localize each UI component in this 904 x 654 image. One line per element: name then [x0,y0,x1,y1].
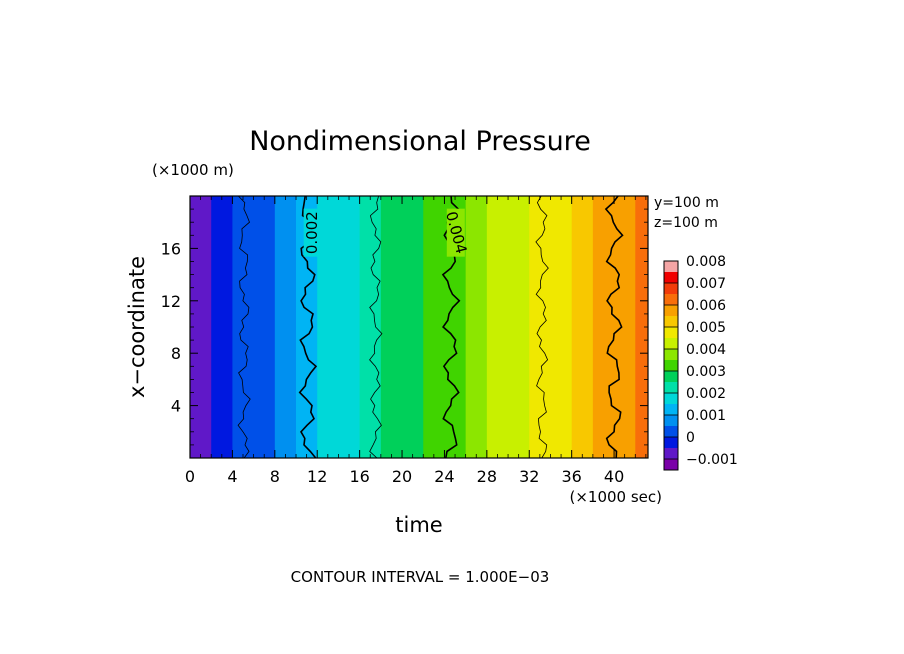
y-tick-label: 8 [171,344,181,363]
colorbar-label: 0.005 [686,320,726,336]
x-axis: 0 4 8 12 16 20 24 28 32 36 40 [185,196,647,486]
colorbar-label: 0.008 [686,254,726,270]
heatmap-band [423,196,446,458]
x-tick-label: 36 [561,467,581,486]
colorbar-label: −0.001 [686,452,738,468]
contour-line [237,196,251,458]
heatmap-band [402,196,424,458]
x-tick-label: 20 [392,467,412,486]
heatmap-band [274,196,297,458]
heatmap-bands [190,196,648,458]
colorbar-swatch [664,305,678,316]
colorbar-swatch [664,338,678,349]
colorbar-swatch [664,437,678,448]
heatmap-band [317,196,340,458]
colorbar-label: 0.002 [686,386,726,402]
colorbar-label: 0 [686,430,695,446]
x-tick-label: 4 [227,467,237,486]
colorbar-swatch [664,415,678,426]
heatmap-band [614,196,636,458]
heatmap-band [380,196,403,458]
colorbar-swatch [664,371,678,382]
x-tick-label: 0 [185,467,195,486]
colorbar-swatch [664,349,678,360]
contour-label-bg [303,208,322,257]
heatmap-band [550,196,573,458]
colorbar-swatch [664,426,678,437]
heatmap-band [190,196,212,458]
x-tick-label: 16 [349,467,369,486]
colorbar-swatch [664,448,678,459]
heatmap-band [571,196,594,458]
contour-label: 0.002 [303,211,321,254]
colorbar-swatch [664,272,678,283]
colorbar-swatch [664,404,678,415]
colorbar-swatch [664,459,678,470]
x-tick-label: 8 [270,467,280,486]
colorbar-swatch [664,261,678,272]
contour-line [604,196,624,458]
colorbar-label: 0.003 [686,364,726,380]
heatmap-band [338,196,361,458]
x-tick-label: 40 [604,467,624,486]
annotation-y: y=100 m [654,195,719,211]
heatmap-band [296,196,318,458]
colorbar-swatch [664,316,678,327]
heatmap-band [592,196,615,458]
x-tick-label: 28 [477,467,497,486]
chart-title: Nondimensional Pressure [249,126,591,157]
heatmap-band [444,196,467,458]
colorbar-label: 0.007 [686,276,726,292]
colorbar-swatch [664,327,678,338]
heatmap-band [465,196,488,458]
x-tick-label: 24 [434,467,454,486]
colorbar-swatch [664,294,678,305]
heatmap-band [359,196,382,458]
contour-line [369,196,383,458]
y-tick-label: 16 [161,239,181,258]
annotation-z: z=100 m [654,215,718,231]
heatmap-band [508,196,530,458]
colorbar-swatch [664,382,678,393]
colorbar-swatch [664,360,678,371]
plot-area: 0.002 0.004 [189,195,649,459]
contour-label-bg [446,208,465,257]
x-unit-label: (×1000 sec) [569,488,662,506]
heatmap-band [486,196,509,458]
y-axis: 4 8 12 16 [161,208,648,446]
contour-interval-label: CONTOUR INTERVAL = 1.000E−03 [291,568,550,586]
colorbar-label: 0.006 [686,298,726,314]
heatmap-band [253,196,276,458]
heatmap-band [211,196,234,458]
y-tick-label: 4 [171,397,181,416]
colorbar-swatch [664,283,678,294]
colorbar-swatch [664,393,678,404]
y-unit-label: (×1000 m) [152,161,234,179]
x-tick-label: 12 [307,467,327,486]
colorbar-label: 0.001 [686,408,726,424]
colorbar: 0.008 0.007 0.006 0.005 0.004 0.003 0.002 0.001… [663,254,738,471]
y-axis-label: x−coordinate [125,256,149,398]
y-tick-label: 12 [161,292,181,311]
contour-line [535,196,549,458]
x-axis-label: time [395,513,442,537]
colorbar-label: 0.004 [686,342,726,358]
x-tick-label: 32 [519,467,539,486]
